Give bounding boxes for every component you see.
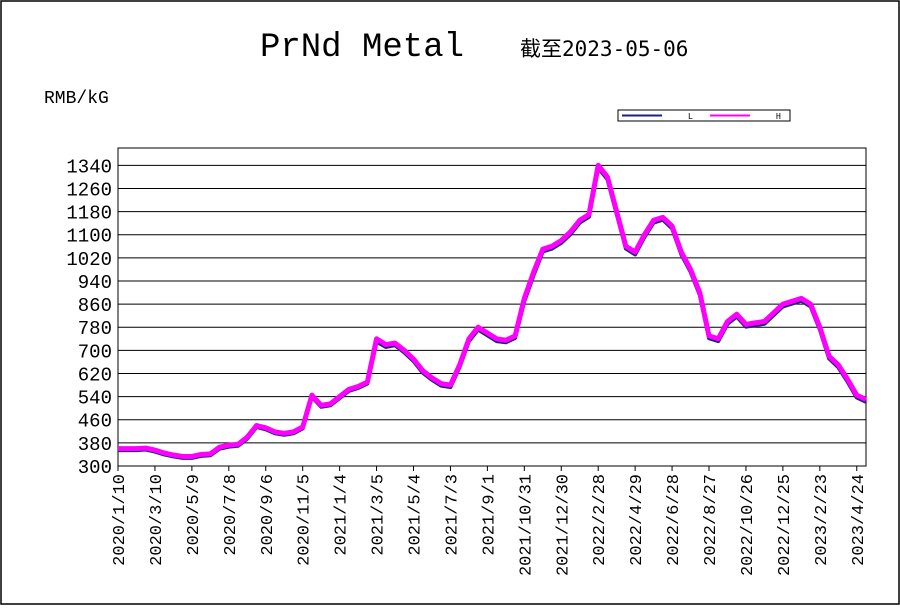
x-tick-label: 2020/7/8	[222, 474, 241, 556]
x-tick-label: 2022/4/29	[628, 474, 647, 566]
x-tick-label: 2020/1/10	[111, 474, 130, 566]
y-tick-label: 620	[78, 364, 112, 386]
y-tick-label: 940	[78, 272, 112, 294]
y-axis-label: RMB/kG	[44, 89, 109, 109]
y-tick-label: 700	[78, 341, 112, 363]
y-tick-label: 380	[78, 434, 112, 456]
x-tick-label: 2022/8/27	[702, 474, 721, 566]
y-tick-label: 1180	[66, 203, 112, 225]
x-tick-label: 2023/4/24	[850, 474, 869, 566]
chart-subtitle: 截至2023-05-06	[520, 37, 688, 61]
x-tick-label: 2020/11/5	[296, 474, 315, 566]
legend-label: H	[776, 112, 781, 121]
chart-title: PrNd Metal	[260, 29, 464, 67]
x-tick-label: 2022/6/28	[665, 474, 684, 566]
series-line	[118, 162, 868, 459]
x-tick-label: 2022/12/25	[776, 474, 795, 576]
legend	[617, 109, 791, 122]
y-tick-label: 860	[78, 295, 112, 317]
y-tick-label: 1020	[66, 249, 112, 271]
y-tick-label: 1340	[66, 156, 112, 178]
x-tick-label: 2021/1/4	[333, 474, 352, 556]
x-tick-label: 2021/12/30	[554, 474, 573, 576]
y-tick-label: 460	[78, 411, 112, 433]
y-tick-label: 540	[78, 388, 112, 410]
x-tick-label: 2023/2/23	[813, 474, 832, 566]
y-tick-label: 300	[78, 457, 112, 479]
x-tick-label: 2021/9/1	[480, 474, 499, 556]
x-tick-label: 2021/3/5	[370, 474, 389, 556]
x-tick-label: 2021/7/3	[443, 474, 462, 556]
x-tick-label: 2020/3/10	[148, 474, 167, 566]
x-tick-label: 2022/10/26	[739, 474, 758, 576]
legend-label: L	[688, 112, 693, 121]
x-tick-label: 2020/9/6	[259, 474, 278, 556]
x-tick-label: 2021/10/31	[517, 474, 536, 576]
x-tick-label: 2021/5/4	[407, 474, 426, 556]
x-tick-label: 2022/2/28	[591, 474, 610, 566]
y-tick-label: 1260	[66, 179, 112, 201]
x-tick-label: 2020/5/9	[185, 474, 204, 556]
y-tick-label: 780	[78, 318, 112, 340]
y-tick-label: 1100	[66, 226, 112, 248]
